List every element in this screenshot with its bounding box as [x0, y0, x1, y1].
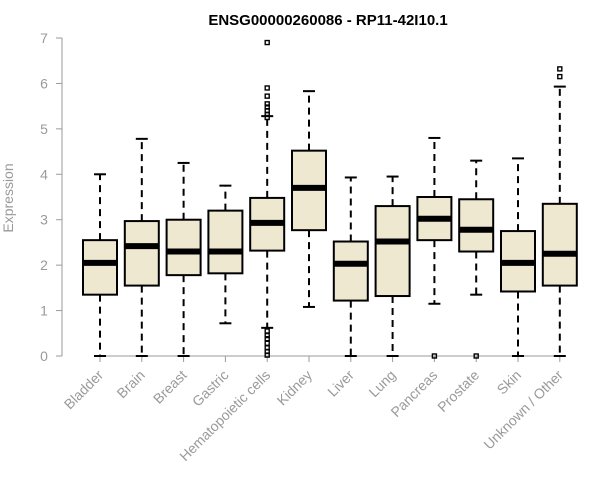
x-tick-label: Lung	[365, 367, 398, 400]
outlier-point	[264, 111, 270, 118]
y-tick-label: 7	[40, 30, 48, 46]
box-breast	[165, 161, 202, 357]
iqr-box	[165, 218, 202, 277]
y-tick-label: 2	[40, 257, 48, 273]
chart-title: ENSG00000260086 - RP11-42I10.1	[208, 12, 447, 29]
box-skin	[500, 157, 536, 357]
outlier-point	[264, 85, 270, 91]
box-kidney	[291, 90, 327, 308]
box-prostate	[458, 159, 495, 359]
box-pancreas	[416, 136, 453, 359]
outlier-point	[431, 353, 438, 359]
y-tick-label: 4	[40, 166, 48, 182]
box-brain	[123, 137, 160, 357]
outlier-point	[557, 66, 563, 72]
iqr-box	[123, 220, 160, 287]
outlier-point	[264, 352, 270, 358]
x-tick-label: Prostate	[434, 367, 482, 415]
box-unknown-other	[541, 66, 578, 357]
box-hematopoietic-cells	[249, 39, 286, 358]
outlier-point	[264, 114, 270, 121]
x-tick-label: Liver	[324, 367, 357, 400]
iqr-box	[541, 202, 578, 287]
outlier-point	[264, 336, 270, 342]
outlier-point	[264, 39, 270, 46]
x-tick-label: Brain	[113, 367, 147, 401]
box-liver	[332, 176, 369, 357]
outlier-point	[264, 332, 270, 339]
outlier-point	[264, 101, 270, 107]
x-tick-label: Kidney	[274, 367, 316, 409]
x-tick-label: Breast	[150, 367, 190, 407]
outlier-point	[264, 328, 270, 334]
y-tick-label: 6	[40, 75, 48, 91]
box-gastric	[207, 184, 244, 325]
x-tick-label: Skin	[494, 367, 525, 398]
y-tick-label: 3	[40, 212, 48, 228]
y-tick-label: 0	[40, 348, 48, 364]
box-bladder	[82, 173, 118, 357]
y-tick-label: 1	[40, 303, 48, 319]
outlier-point	[264, 93, 270, 99]
iqr-box	[332, 240, 369, 302]
x-tick-label: Bladder	[61, 367, 107, 413]
y-axis-label: Expression	[0, 163, 16, 232]
iqr-box	[458, 198, 495, 253]
outlier-point	[557, 73, 563, 80]
outlier-point	[473, 353, 479, 359]
iqr-box	[374, 205, 411, 298]
x-tick-label: Unknown / Other	[480, 367, 566, 453]
y-tick-label: 5	[40, 121, 48, 137]
y-axis: 0 1 2 3 4 5 6 7	[40, 30, 63, 364]
outlier-point	[264, 340, 270, 346]
box-lung	[374, 175, 411, 357]
iqr-box	[207, 209, 244, 275]
box-series	[82, 39, 578, 359]
iqr-box	[82, 239, 118, 296]
